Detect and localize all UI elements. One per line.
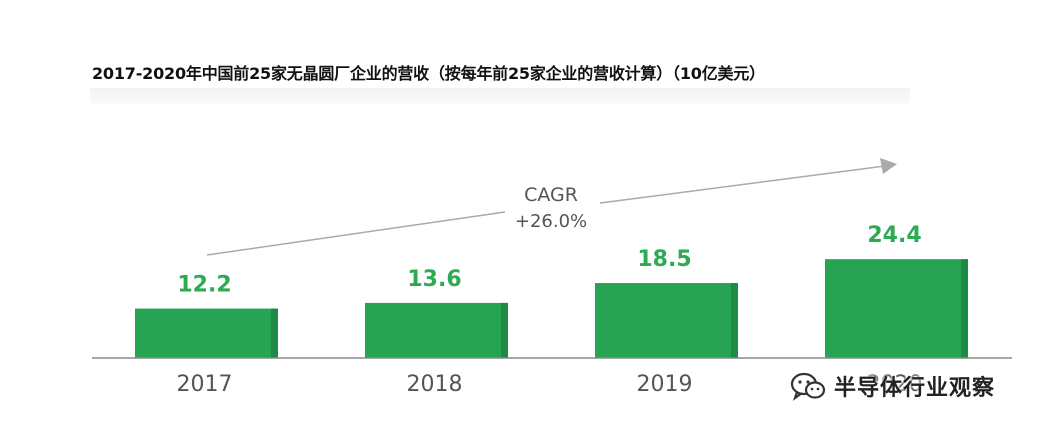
bar-2020 [825, 259, 968, 358]
value-label-2020: 24.4 [867, 223, 921, 248]
title-underline-band [90, 88, 910, 104]
bar-shade-2020 [961, 259, 968, 358]
chart-title: 2017-2020年中国前25家无晶圆厂企业的营收（按每年前25家企业的营收计算… [92, 64, 765, 83]
cagr-arrow-head [880, 158, 897, 174]
cagr-arrow-end [599, 165, 886, 204]
bar-2018 [365, 302, 508, 358]
value-label-2019: 18.5 [637, 247, 691, 272]
x-tick-2017: 2017 [177, 372, 233, 397]
watermark: 半导体行业观察 [790, 370, 995, 402]
bar-shade-2017 [271, 308, 278, 358]
bar-2019 [595, 283, 738, 358]
bar-2017 [135, 308, 278, 358]
value-label-2017: 12.2 [177, 273, 231, 298]
cagr-label: CAGR [524, 184, 578, 206]
bar-shade-2019 [731, 283, 738, 358]
wechat-icon [790, 372, 826, 401]
bar-shade-2018 [501, 302, 508, 358]
x-tick-2019: 2019 [637, 372, 693, 397]
x-tick-2020: 2020 [867, 372, 923, 397]
value-label-2018: 13.6 [407, 267, 461, 292]
cagr-value: +26.0% [515, 211, 587, 232]
x-tick-2018: 2018 [407, 372, 463, 397]
watermark-text: 半导体行业观察 [834, 376, 996, 401]
cagr-arrow-start [206, 211, 506, 256]
